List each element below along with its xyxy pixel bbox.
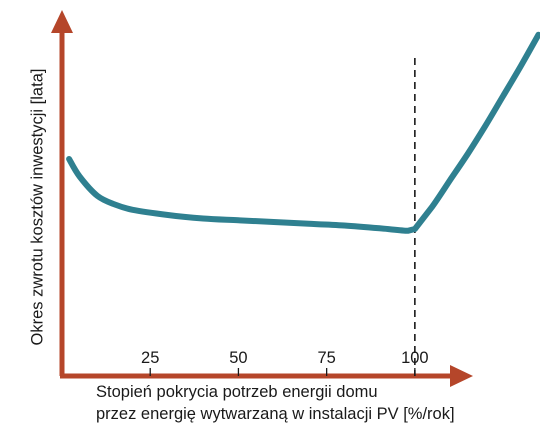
x-axis-title: Stopień pokrycia potrzeb energii domu pr…: [0, 381, 540, 425]
x-axis-title-line-2: przez energię wytwarzaną w instalacji PV…: [96, 405, 455, 423]
x-axis-arrowhead: [450, 365, 473, 387]
x-tick-label-50: 50: [229, 349, 247, 367]
y-axis-title: Okres zwrotu kosztów inwestycji [lata]: [28, 68, 47, 346]
x-axis-title-line-1: Stopień pokrycia potrzeb energii domu: [96, 383, 378, 401]
x-ticks: 25 50 75 100: [141, 349, 429, 376]
x-tick-label-75: 75: [317, 349, 335, 367]
x-tick-label-25: 25: [141, 349, 159, 367]
series-line: [66, 31, 540, 234]
axes: [51, 10, 473, 387]
y-axis-arrowhead: [51, 10, 73, 33]
